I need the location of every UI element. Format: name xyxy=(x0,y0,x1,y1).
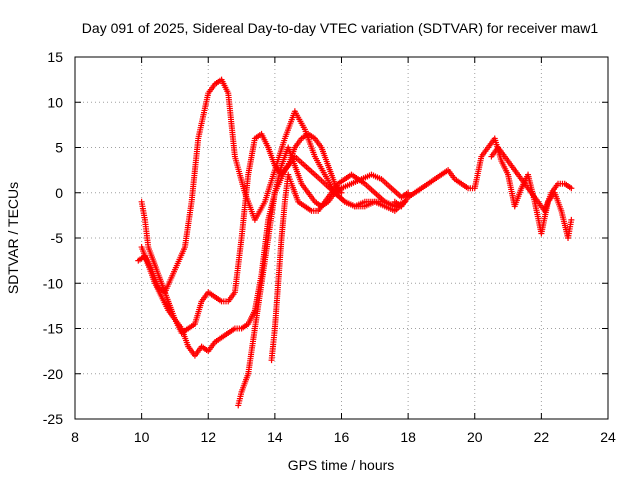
y-tick-label: -25 xyxy=(43,411,63,427)
y-tick-label: -10 xyxy=(43,275,63,291)
y-tick-label: -20 xyxy=(43,366,63,382)
x-tick-label: 10 xyxy=(134,429,150,445)
y-axis-label: SDTVAR / TECUs xyxy=(5,182,21,294)
y-tick-label: -5 xyxy=(51,230,64,246)
x-tick-label: 20 xyxy=(467,429,483,445)
x-axis-label: GPS time / hours xyxy=(288,457,395,473)
y-tick-label: -15 xyxy=(43,321,63,337)
y-tick-label: 15 xyxy=(47,49,63,65)
data-point xyxy=(568,185,575,192)
x-tick-label: 14 xyxy=(267,429,283,445)
axis-ticks: 8 10 12 14 16 18 20 22 24 -25 -20 -15 -10 -5 0 5 10 15 xyxy=(43,49,616,445)
x-tick-label: 24 xyxy=(600,429,616,445)
data-point xyxy=(568,216,575,223)
y-tick-label: 5 xyxy=(55,140,63,156)
x-tick-label: 18 xyxy=(400,429,416,445)
data-markers xyxy=(135,76,575,409)
x-tick-label: 8 xyxy=(71,429,79,445)
x-tick-label: 16 xyxy=(334,429,350,445)
y-tick-label: 10 xyxy=(47,94,63,110)
x-tick-label: 12 xyxy=(200,429,216,445)
x-tick-label: 22 xyxy=(534,429,550,445)
chart-grid xyxy=(75,57,608,419)
chart-title: Day 091 of 2025, Sidereal Day-to-day VTE… xyxy=(82,20,599,36)
y-tick-label: 0 xyxy=(55,185,63,201)
